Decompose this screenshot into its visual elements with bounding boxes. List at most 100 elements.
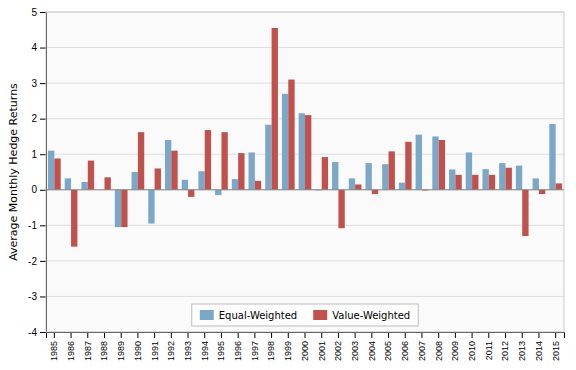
tick: 2003: [350, 332, 360, 361]
bar: [238, 153, 244, 190]
tick-mark: [40, 225, 46, 226]
tick-label: 1987: [83, 341, 93, 361]
tick-mark: [288, 332, 289, 338]
tick: 2000: [300, 332, 310, 361]
tick-label: 1990: [133, 341, 143, 361]
bar: [81, 182, 87, 190]
tick-mark: [421, 332, 422, 338]
tick: 1993: [183, 332, 193, 361]
bar: [205, 130, 211, 190]
tick: 1990: [133, 332, 143, 361]
bar: [489, 175, 495, 190]
bar: [338, 190, 344, 228]
bar: [198, 171, 204, 189]
plot: 1985198619871988198919901991199219931994…: [28, 7, 564, 361]
bar: [499, 163, 505, 190]
axis-line: [47, 333, 565, 339]
tick-label: 1999: [283, 341, 293, 361]
legend-swatch: [313, 310, 327, 320]
tick-label: 1993: [183, 341, 193, 361]
tick: 1995: [216, 332, 226, 361]
bar: [372, 190, 378, 194]
bar: [288, 80, 294, 190]
bar: [439, 140, 445, 190]
tick-label: 2008: [434, 341, 444, 361]
legend-item: Equal-Weighted: [200, 310, 297, 321]
tick-mark: [40, 12, 46, 13]
legend-item: Value-Weighted: [313, 310, 410, 321]
tick-label: 1997: [250, 341, 260, 361]
bar: [522, 190, 528, 236]
bar: [472, 175, 478, 190]
bar: [355, 184, 361, 189]
tick: 2006: [400, 332, 410, 361]
bar: [449, 170, 455, 190]
tick: 1988: [99, 332, 109, 361]
y-axis: -4-3-2-1012345: [28, 7, 46, 338]
bar: [332, 162, 338, 190]
bar: [549, 124, 555, 190]
tick-label: 1998: [266, 341, 276, 361]
bar: [155, 168, 161, 189]
tick-mark: [555, 332, 556, 338]
tick: -1: [28, 220, 46, 231]
tick: 1986: [66, 332, 76, 361]
bar: [104, 177, 110, 189]
tick-label: 3: [31, 78, 37, 89]
bar: [539, 190, 545, 194]
tick: 1985: [49, 332, 59, 361]
tick: 1997: [250, 332, 260, 361]
tick-mark: [321, 332, 322, 338]
bar: [506, 168, 512, 190]
tick-mark: [121, 332, 122, 338]
tick-label: 2015: [551, 341, 561, 361]
bar: [556, 183, 562, 189]
tick: 0: [31, 184, 46, 195]
bar: [322, 157, 328, 190]
tick: 1999: [283, 332, 293, 361]
tick: 1998: [266, 332, 276, 361]
tick-mark: [40, 296, 46, 297]
legend-label: Equal-Weighted: [219, 310, 297, 321]
tick-label: 2000: [300, 341, 310, 361]
tick-label: 1988: [99, 341, 109, 361]
tick: 2012: [500, 332, 510, 361]
tick-mark: [40, 261, 46, 262]
bars: [48, 28, 562, 247]
tick-mark: [40, 332, 46, 333]
tick-mark: [40, 48, 46, 49]
bar: [389, 151, 395, 189]
tick: 2009: [450, 332, 460, 361]
legend-frame: [192, 304, 418, 326]
tick-label: -4: [28, 327, 37, 338]
grid: [46, 12, 564, 332]
tick: 2002: [333, 332, 343, 361]
tick-label: 1995: [216, 341, 226, 361]
tick-label: 1994: [200, 341, 210, 361]
chart: 1985198619871988198919901991199219931994…: [0, 0, 576, 370]
bar: [255, 181, 261, 190]
tick: 4: [31, 42, 46, 53]
bar: [305, 115, 311, 190]
bar: [282, 94, 288, 190]
bar: [48, 151, 54, 190]
tick-label: 2004: [367, 341, 377, 361]
tick-mark: [538, 332, 539, 338]
bar: [455, 175, 461, 190]
tick-mark: [388, 332, 389, 338]
bar: [171, 151, 177, 190]
bar: [349, 178, 355, 189]
tick-mark: [405, 332, 406, 338]
y-axis-title: Average Monthly Hedge Returns: [7, 83, 20, 261]
tick: 2: [31, 113, 46, 124]
tick-label: 2013: [517, 341, 527, 361]
legend-label: Value-Weighted: [332, 310, 410, 321]
bar: [182, 180, 188, 190]
tick: 2004: [367, 332, 377, 361]
tick-mark: [355, 332, 356, 338]
tick: 1989: [116, 332, 126, 361]
tick-label: 0: [31, 184, 37, 195]
grid-line: [46, 189, 564, 190]
tick-mark: [472, 332, 473, 338]
bar: [148, 190, 154, 224]
